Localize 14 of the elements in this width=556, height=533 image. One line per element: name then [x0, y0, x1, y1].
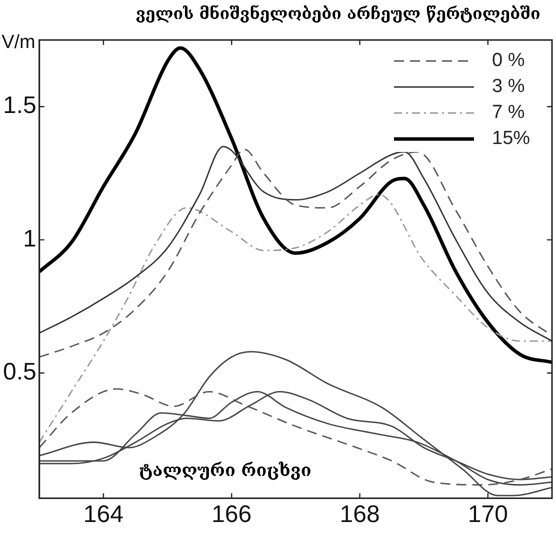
legend-label: 15%: [492, 128, 532, 150]
x-tick-label: 164: [83, 501, 124, 528]
y-tick-label: 1: [23, 225, 36, 252]
chart-title: ველის მნიშვნელობები არჩეულ წერტილებში: [134, 4, 542, 23]
y-tick-label: 1.5: [2, 92, 36, 120]
x-tick-label: 166: [212, 501, 252, 528]
y-axis-title: V/m: [2, 32, 36, 54]
x-tick-label: 170: [468, 501, 508, 528]
legend-label: 0 %: [492, 50, 526, 72]
legend-label: 7 %: [492, 102, 526, 124]
y-tick-label: 0.5: [2, 358, 36, 386]
x-tick-label: 168: [340, 501, 380, 528]
legend-label: 3 %: [492, 76, 526, 98]
x-axis-title: ტალღური რიცხვი: [139, 461, 312, 482]
